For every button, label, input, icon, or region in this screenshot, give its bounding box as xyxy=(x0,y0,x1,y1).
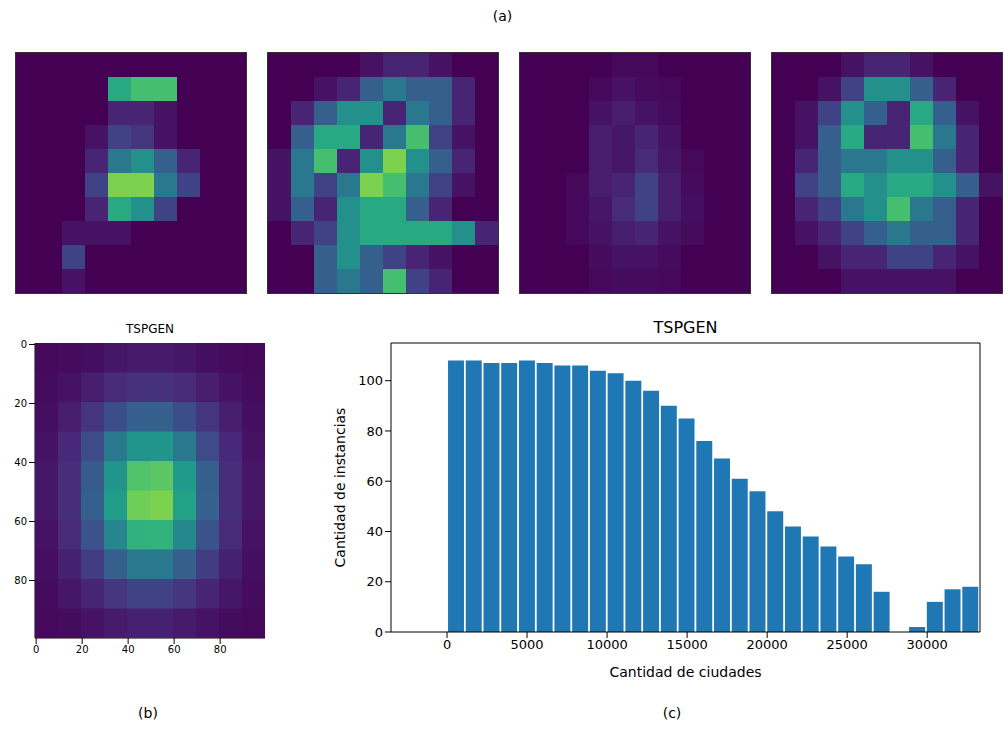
html-text:(a): (a) xyxy=(492,8,513,24)
svg-text:20: 20 xyxy=(76,644,89,655)
svg-text:80: 80 xyxy=(214,644,227,655)
html-text:(c): (c) xyxy=(662,705,682,721)
svg-text:10000: 10000 xyxy=(586,637,627,652)
svg-text:Cantidad de ciudades: Cantidad de ciudades xyxy=(609,664,761,680)
svg-text:Cantidad de instancias: Cantidad de instancias xyxy=(332,408,348,568)
svg-text:0: 0 xyxy=(33,644,39,655)
svg-text:60: 60 xyxy=(366,474,383,489)
html-text:(b): (b) xyxy=(138,705,158,721)
html-text:TSPGEN: TSPGEN xyxy=(126,322,174,336)
svg-text:40: 40 xyxy=(14,457,27,468)
svg-text:40: 40 xyxy=(122,644,135,655)
svg-text:0: 0 xyxy=(21,339,27,350)
svg-text:15000: 15000 xyxy=(666,637,707,652)
svg-text:30000: 30000 xyxy=(907,637,948,652)
svg-text:5000: 5000 xyxy=(510,637,543,652)
svg-text:25000: 25000 xyxy=(826,637,867,652)
svg-text:80: 80 xyxy=(14,575,27,586)
svg-text:20: 20 xyxy=(14,398,27,409)
svg-text:60: 60 xyxy=(14,516,27,527)
svg-text:100: 100 xyxy=(358,373,383,388)
svg-text:80: 80 xyxy=(366,424,383,439)
svg-text:40: 40 xyxy=(366,524,383,539)
svg-text:0: 0 xyxy=(375,625,383,640)
svg-text:0: 0 xyxy=(443,637,451,652)
svg-text:20000: 20000 xyxy=(746,637,787,652)
svg-text:20: 20 xyxy=(366,574,383,589)
html-text:TSPGEN: TSPGEN xyxy=(653,318,718,337)
svg-text:60: 60 xyxy=(168,644,181,655)
